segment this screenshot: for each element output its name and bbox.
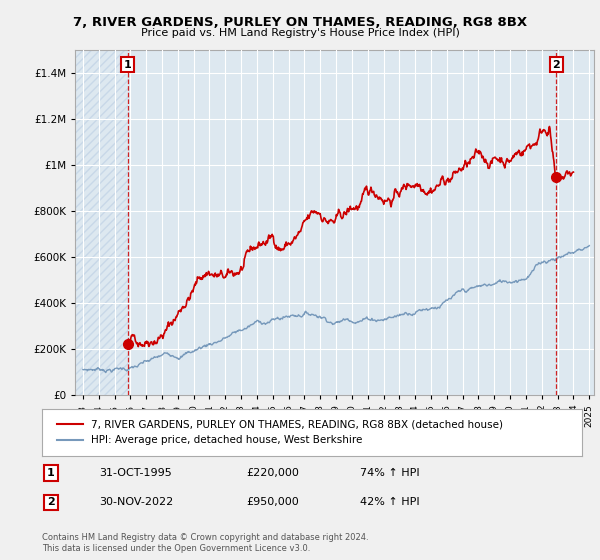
Text: 2: 2	[47, 497, 55, 507]
Text: £950,000: £950,000	[246, 497, 299, 507]
Text: 2: 2	[553, 59, 560, 69]
Text: £220,000: £220,000	[246, 468, 299, 478]
Legend: 7, RIVER GARDENS, PURLEY ON THAMES, READING, RG8 8BX (detached house), HPI: Aver: 7, RIVER GARDENS, PURLEY ON THAMES, READ…	[53, 416, 508, 449]
Text: 1: 1	[47, 468, 55, 478]
Text: 31-OCT-1995: 31-OCT-1995	[99, 468, 172, 478]
Text: 7, RIVER GARDENS, PURLEY ON THAMES, READING, RG8 8BX: 7, RIVER GARDENS, PURLEY ON THAMES, READ…	[73, 16, 527, 29]
Text: Contains HM Land Registry data © Crown copyright and database right 2024.
This d: Contains HM Land Registry data © Crown c…	[42, 533, 368, 553]
Text: 42% ↑ HPI: 42% ↑ HPI	[360, 497, 419, 507]
Text: 74% ↑ HPI: 74% ↑ HPI	[360, 468, 419, 478]
Text: 30-NOV-2022: 30-NOV-2022	[99, 497, 173, 507]
Text: Price paid vs. HM Land Registry's House Price Index (HPI): Price paid vs. HM Land Registry's House …	[140, 28, 460, 38]
Bar	[75, 50, 128, 395]
Text: 1: 1	[124, 59, 131, 69]
